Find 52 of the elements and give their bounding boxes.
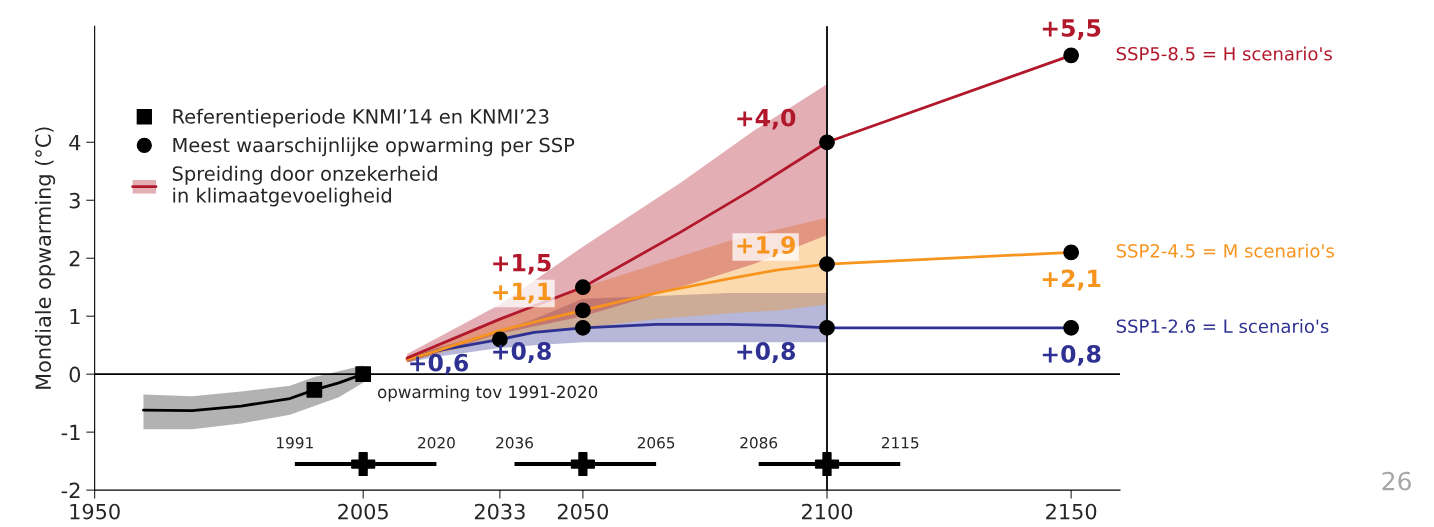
- y-tick-label: 0: [69, 366, 81, 383]
- text: SSP5-8.5 = H scenario's: [1116, 46, 1332, 61]
- point: [570, 451, 595, 477]
- data-label: +5,5: [1042, 19, 1101, 40]
- data-label: +0,8: [737, 342, 795, 363]
- legend-label: Referentieperiode KNMI’14 en KNMI’23: [173, 108, 549, 128]
- annotation: 2065: [637, 437, 675, 449]
- point: [819, 256, 835, 272]
- data-label: +0,8: [493, 342, 551, 363]
- data-label: +0,6: [410, 353, 469, 375]
- data-label: +4,0: [737, 108, 796, 130]
- x-tick-label: 2150: [1046, 503, 1097, 520]
- y-tick-label: -2: [61, 482, 80, 499]
- y-axis-title: Mondiale opwarming (°C): [34, 127, 56, 389]
- y-tick-label: 2: [69, 250, 80, 267]
- annotation: 2020: [418, 437, 455, 449]
- data-label: +0,8: [1042, 344, 1101, 366]
- text: 26: [1382, 471, 1411, 491]
- y-tick-label: 3: [69, 192, 80, 209]
- data-label: +1,9: [737, 236, 795, 257]
- x-tick-label: 2050: [557, 503, 609, 520]
- y-tick-label: 1: [70, 308, 80, 325]
- annotation: opwarming tov 1991-2020: [377, 385, 598, 402]
- x-tick-label: 2100: [802, 503, 853, 520]
- point: [351, 451, 376, 477]
- annotation: Spreiding door onzekerheid in klimaatgevoeligheid: [172, 165, 437, 207]
- data-label: +1,1: [493, 282, 551, 304]
- point: [1063, 244, 1079, 261]
- data-label: +2,1: [1042, 269, 1101, 291]
- point: [1063, 319, 1079, 336]
- point: [575, 302, 591, 319]
- text: SSP2-4.5 = M scenario's: [1116, 243, 1334, 258]
- text: SSP1-2.6 = L scenario's: [1116, 319, 1329, 334]
- x-tick-label: 2005: [338, 503, 388, 520]
- y-tick-label: 4: [69, 135, 81, 151]
- annotation: 1991: [277, 437, 313, 449]
- data-label: +1,5: [493, 253, 551, 275]
- point: [306, 381, 323, 398]
- annotation: 2036: [496, 437, 534, 449]
- point: [814, 451, 840, 477]
- legend-label: Meest waarschijnlijke opwarming per SSP: [173, 137, 575, 157]
- y-tick-label: -1: [61, 424, 80, 441]
- x-tick-label: 1950: [70, 503, 120, 520]
- point: [819, 319, 835, 336]
- annotation: 2115: [881, 437, 919, 449]
- point: [819, 134, 835, 151]
- point: [575, 279, 591, 296]
- x-tick-label: 2033: [474, 503, 525, 520]
- annotation: 2086: [740, 437, 778, 449]
- point: [1063, 47, 1079, 64]
- point: [355, 366, 372, 383]
- point: [575, 319, 591, 336]
